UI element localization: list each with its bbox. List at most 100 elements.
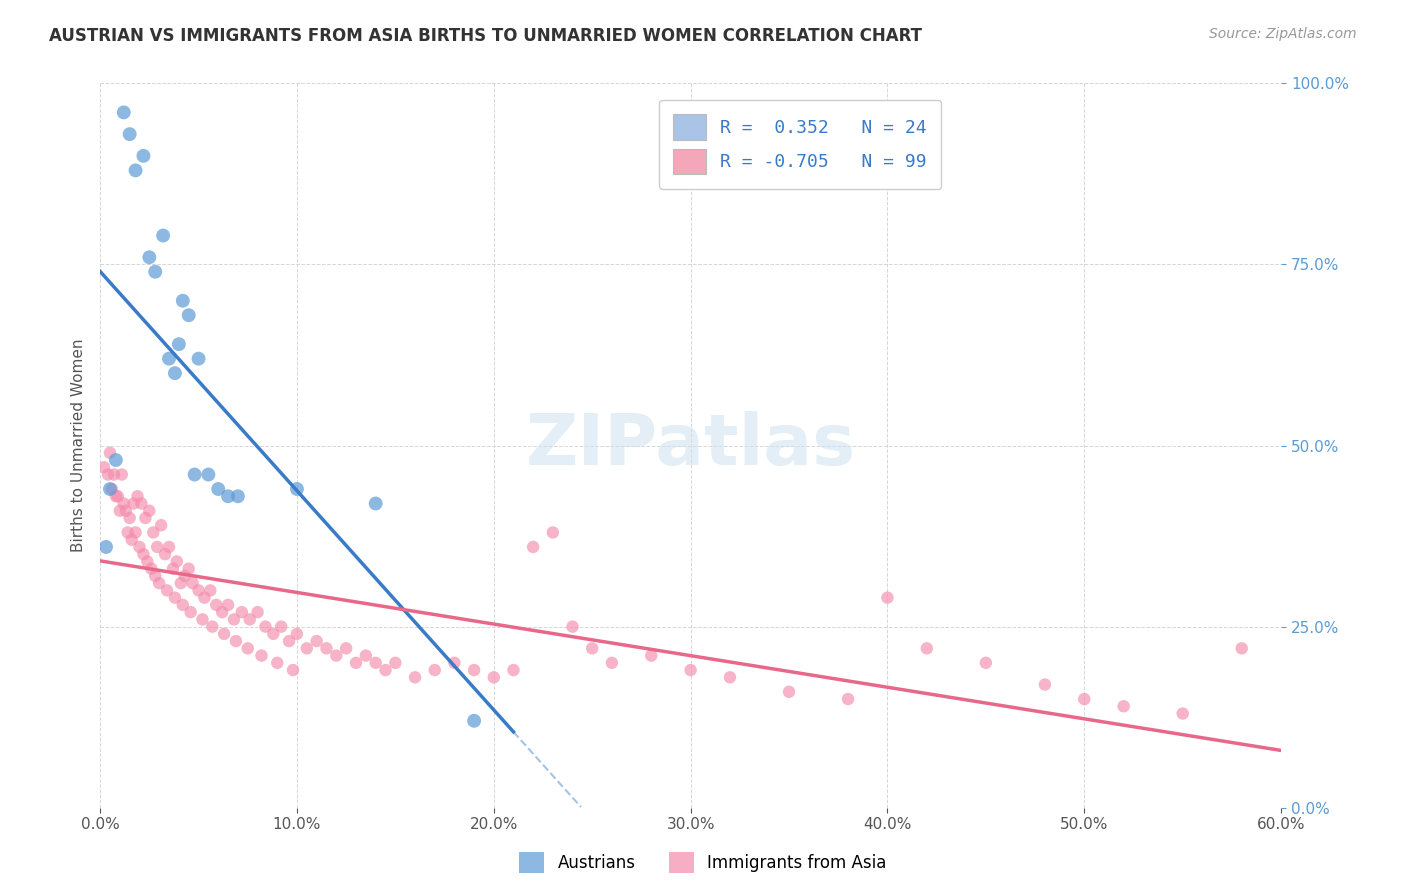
Point [250, 648, 273, 663]
Point [541, 525, 564, 540]
Point [132, 547, 155, 561]
Point [180, 605, 202, 619]
Point [138, 504, 160, 518]
Point [172, 598, 194, 612]
Point [364, 656, 387, 670]
Point [222, 612, 245, 626]
Point [93, 460, 115, 475]
Point [107, 489, 129, 503]
Point [157, 540, 180, 554]
Point [246, 605, 269, 619]
Point [463, 714, 485, 728]
Point [112, 105, 135, 120]
Point [581, 641, 603, 656]
Point [335, 641, 357, 656]
Point [98, 482, 121, 496]
Point [231, 605, 253, 619]
Point [150, 518, 173, 533]
Point [132, 149, 155, 163]
Point [205, 598, 228, 612]
Point [270, 619, 292, 633]
Point [226, 489, 249, 503]
Point [374, 663, 396, 677]
Point [600, 656, 623, 670]
Point [167, 337, 190, 351]
Point [118, 127, 141, 141]
Point [837, 692, 859, 706]
Point [121, 533, 143, 547]
Point [212, 627, 235, 641]
Point [217, 489, 239, 503]
Point [112, 496, 135, 510]
Point [876, 591, 898, 605]
Text: AUSTRIAN VS IMMIGRANTS FROM ASIA BIRTHS TO UNMARRIED WOMEN CORRELATION CHART: AUSTRIAN VS IMMIGRANTS FROM ASIA BIRTHS … [49, 27, 922, 45]
Point [315, 641, 337, 656]
Point [443, 656, 465, 670]
Point [141, 562, 163, 576]
Point [679, 663, 702, 677]
Point [423, 663, 446, 677]
Point [201, 619, 224, 633]
Point [173, 569, 195, 583]
Y-axis label: Births to Unmarried Women: Births to Unmarried Women [72, 339, 86, 552]
Point [108, 504, 131, 518]
Point [778, 685, 800, 699]
Point [285, 482, 308, 496]
Point [183, 467, 205, 482]
Point [148, 576, 170, 591]
Point [94, 540, 117, 554]
Legend: R =  0.352   N = 24, R = -0.705   N = 99: R = 0.352 N = 24, R = -0.705 N = 99 [659, 100, 942, 189]
Point [131, 496, 153, 510]
Point [1112, 699, 1135, 714]
Point [561, 619, 583, 633]
Point [522, 540, 544, 554]
Point [1033, 677, 1056, 691]
Point [384, 656, 406, 670]
Point [281, 663, 304, 677]
Point [101, 482, 124, 496]
Point [211, 605, 233, 619]
Point [278, 634, 301, 648]
Point [225, 634, 247, 648]
Point [239, 612, 262, 626]
Point [193, 591, 215, 605]
Point [103, 467, 125, 482]
Point [143, 569, 166, 583]
Point [295, 641, 318, 656]
Point [197, 467, 219, 482]
Point [172, 293, 194, 308]
Point [502, 663, 524, 677]
Legend: Austrians, Immigrants from Asia: Austrians, Immigrants from Asia [513, 846, 893, 880]
Point [152, 228, 174, 243]
Point [200, 583, 222, 598]
Point [1230, 641, 1253, 656]
Point [325, 648, 347, 663]
Point [157, 351, 180, 366]
Point [111, 467, 134, 482]
Point [187, 583, 209, 598]
Point [285, 627, 308, 641]
Point [354, 648, 377, 663]
Point [117, 525, 139, 540]
Point [262, 627, 284, 641]
Text: ZIPatlas: ZIPatlas [526, 411, 856, 480]
Point [134, 511, 156, 525]
Point [156, 583, 179, 598]
Point [482, 670, 505, 684]
Point [463, 663, 485, 677]
Point [143, 265, 166, 279]
Point [187, 351, 209, 366]
Point [142, 525, 165, 540]
Point [191, 612, 214, 626]
Point [181, 576, 204, 591]
Point [124, 163, 146, 178]
Point [146, 540, 169, 554]
Point [162, 562, 184, 576]
Point [974, 656, 997, 670]
Point [915, 641, 938, 656]
Point [138, 250, 160, 264]
Point [104, 489, 127, 503]
Point [98, 446, 121, 460]
Point [97, 467, 120, 482]
Point [124, 525, 146, 540]
